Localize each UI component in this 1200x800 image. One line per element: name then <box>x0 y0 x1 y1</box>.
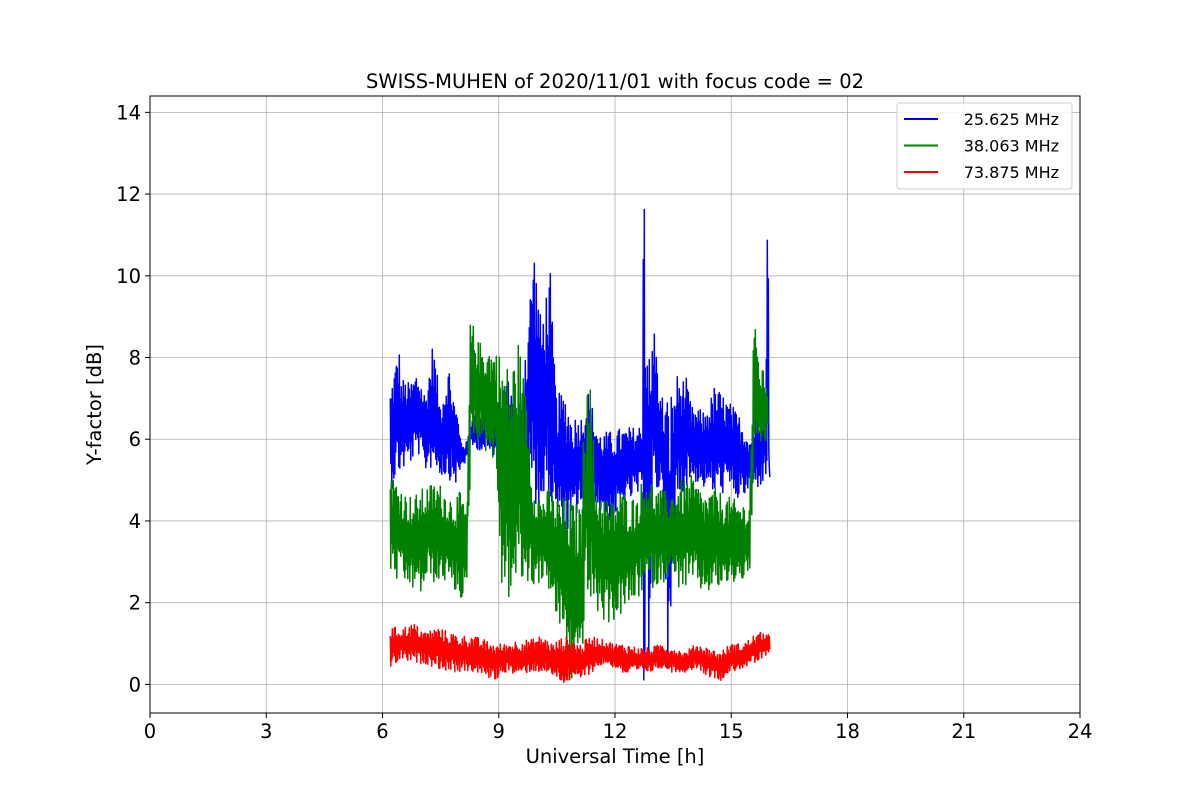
x-tick-label: 15 <box>719 720 744 743</box>
y-tick-label: 2 <box>129 592 141 615</box>
legend-box <box>896 102 1073 190</box>
x-tick-label: 24 <box>1068 720 1093 743</box>
x-tick-label: 12 <box>603 720 628 743</box>
chart-title: SWISS-MUHEN of 2020/11/01 with focus cod… <box>366 70 864 93</box>
x-tick-label: 9 <box>493 720 505 743</box>
legend: 25.625 MHz 38.063 MHz 73.875 MHz <box>896 102 1073 190</box>
y-tick-label: 8 <box>129 347 141 370</box>
series-line <box>389 324 769 679</box>
series-line <box>389 208 771 681</box>
y-tick-label: 4 <box>129 510 141 533</box>
y-tick-label: 0 <box>129 673 141 696</box>
y-axis-label: Y-factor [dB] <box>83 344 106 466</box>
x-tick-label: 6 <box>376 720 388 743</box>
legend-label: 38.063 MHz <box>964 137 1059 156</box>
y-tick-label: 12 <box>116 183 141 206</box>
y-tick-label: 10 <box>116 265 141 288</box>
x-tick-label: 18 <box>835 720 860 743</box>
series-line <box>389 623 771 683</box>
x-axis-label: Universal Time [h] <box>526 745 705 768</box>
legend-label: 25.625 MHz <box>964 110 1059 129</box>
legend-label: 73.875 MHz <box>964 163 1059 182</box>
y-tick-label: 14 <box>116 101 141 124</box>
series-layer <box>389 208 771 683</box>
y-tick-label: 6 <box>129 428 141 451</box>
x-tick-label: 21 <box>951 720 976 743</box>
x-tick-label: 3 <box>260 720 272 743</box>
x-tick-label: 0 <box>144 720 156 743</box>
